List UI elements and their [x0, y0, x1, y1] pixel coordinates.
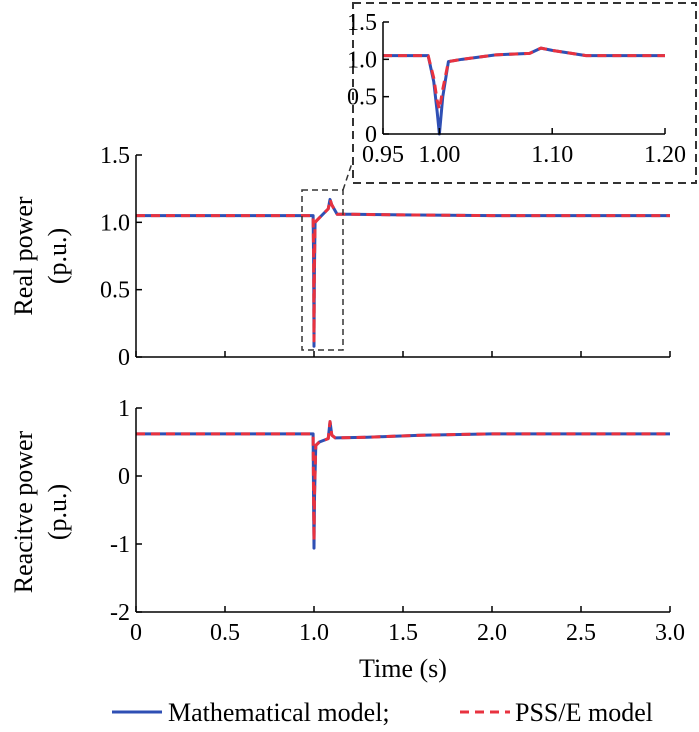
xtick-label: 2.0	[477, 620, 507, 646]
ytick-label: 1.0	[100, 210, 130, 236]
reactive-power-xtick-labels: 0 0.5 1.0 1.5 2.0 2.5 3.0	[130, 620, 685, 646]
xtick-label: 3.0	[655, 620, 685, 646]
ytick-label: 0	[365, 122, 377, 148]
ytick-label: 0	[118, 345, 130, 371]
ytick-label: 1	[118, 396, 130, 422]
reactive-power-series	[136, 420, 670, 550]
ytick-label: 0.5	[347, 85, 377, 111]
inset-frame	[352, 2, 697, 184]
reactive-power-ylabel-line1: Reacitve power	[9, 430, 38, 593]
xtick-label: 1.5	[388, 620, 418, 646]
series-line-mathematical	[136, 420, 670, 550]
reactive-power-ytick-labels: -2 -1 0 1	[110, 396, 130, 626]
ytick-label: 0.5	[100, 278, 130, 304]
real-power-ylabel-line2: (p.u.)	[43, 228, 72, 284]
real-power-ylabel-line1: Real power	[9, 196, 38, 315]
series-line-psse	[136, 420, 670, 543]
real-power-panel: 0 0.5 1.0 1.5 Real power (p.u.)	[9, 143, 671, 371]
zoom-region-marker	[301, 189, 344, 351]
time-xlabel: Time (s)	[359, 654, 447, 683]
reactive-power-ylabel-line2: (p.u.)	[43, 484, 72, 540]
ytick-label: 1.0	[347, 47, 377, 73]
xtick-label: 1.10	[531, 142, 573, 168]
reactive-power-panel: -2 -1 0 1 0 0.5 1.0 1.5 2.0 2.5 3.0 Reac…	[9, 396, 685, 683]
xtick-label: 0	[130, 620, 142, 646]
zoom-inset-panel: 0 0.5 1.0 1.5 0.95 1.00 1.10 1.20	[347, 2, 697, 184]
real-power-axes	[135, 154, 671, 358]
inset-xtick-labels: 0.95 1.00 1.10 1.20	[362, 142, 686, 168]
series-line-psse	[136, 197, 670, 343]
ytick-label: -1	[110, 532, 130, 558]
inset-series	[383, 46, 665, 136]
xtick-label: 2.5	[566, 620, 596, 646]
xtick-label: 1.0	[299, 620, 329, 646]
ytick-label: 1.5	[100, 143, 130, 169]
xtick-label: 1.20	[644, 142, 686, 168]
inset-ytick-labels: 0 0.5 1.0 1.5	[347, 10, 377, 148]
legend-label-psse: PSS/E model	[515, 698, 653, 727]
series-line-psse	[383, 46, 665, 111]
xtick-label: 0.5	[210, 620, 240, 646]
reactive-power-axes	[135, 407, 671, 613]
zoom-connector	[342, 159, 354, 191]
real-power-ytick-labels: 0 0.5 1.0 1.5	[100, 143, 130, 371]
real-power-series	[136, 197, 670, 348]
legend-label-mathematical: Mathematical model;	[168, 698, 390, 727]
ytick-label: -2	[110, 600, 130, 626]
inset-axes	[382, 21, 666, 135]
xtick-label: 0.95	[362, 142, 404, 168]
legend: Mathematical model; PSS/E model	[112, 698, 653, 727]
ytick-label: 0	[118, 464, 130, 490]
xtick-label: 1.00	[418, 142, 460, 168]
series-line-mathematical	[136, 197, 670, 348]
ytick-label: 1.5	[347, 10, 377, 36]
